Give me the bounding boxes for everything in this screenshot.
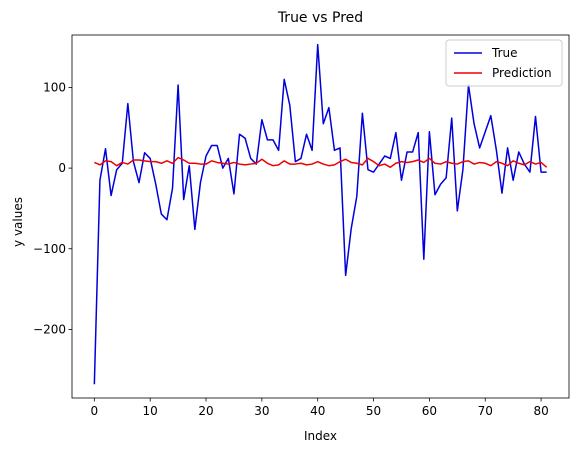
plot-area: 0 10 20 30 40 50 60 70 80 −200 −100 0 100 <box>33 34 570 418</box>
x-tick-label: 60 <box>422 404 437 418</box>
x-axis-title: Index <box>304 429 337 443</box>
x-tick-label: 20 <box>198 404 213 418</box>
x-tick-label: 10 <box>143 404 158 418</box>
chart-title: True vs Pred <box>277 10 363 26</box>
legend-label-true: True <box>491 46 518 60</box>
series-line-true <box>93 43 547 385</box>
x-tick-label: 40 <box>310 404 325 418</box>
legend-label-prediction: Prediction <box>492 66 552 80</box>
axes-frame <box>71 34 570 399</box>
x-tick-label: 50 <box>366 404 381 418</box>
x-tick-label: 30 <box>254 404 269 418</box>
y-tick-label: −100 <box>33 242 66 256</box>
legend: True Prediction <box>445 39 563 87</box>
y-tick-label: 100 <box>43 80 66 94</box>
series-line-prediction <box>94 156 548 169</box>
x-tick-label: 80 <box>533 404 548 418</box>
x-tick-label: 0 <box>91 404 99 418</box>
y-tick-label: −200 <box>33 322 66 336</box>
legend-box <box>445 39 563 87</box>
y-tick-label: 0 <box>58 161 66 175</box>
x-tick-label: 70 <box>478 404 493 418</box>
y-axis-title: y values <box>11 197 25 247</box>
